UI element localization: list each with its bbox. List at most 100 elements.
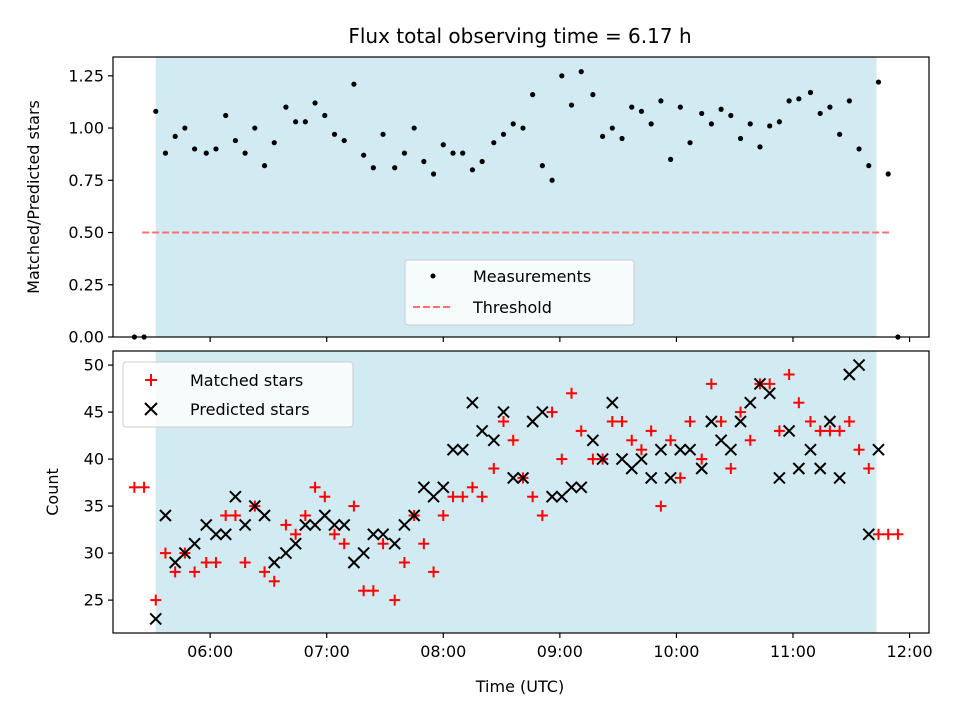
predicted-star-stroke [497,405,510,419]
predicted-star-point [833,471,846,485]
matched-star-point [536,510,548,521]
matched-star-point [626,434,638,446]
matched-star-point [645,425,657,437]
predicted-star-point [536,405,549,419]
measurement-point [450,150,456,156]
predicted-star-point [545,490,559,503]
measurement-point [153,108,159,114]
predicted-star-stroke [168,556,182,569]
measurement-point [162,150,169,156]
matched-star-point [804,416,816,427]
measurement-point [430,171,437,177]
measurement-point [875,79,882,85]
measurement-point [767,123,773,129]
measurement-point [559,73,565,79]
predicted-star-stroke [526,415,539,428]
x-tick-label: 06:00 [187,642,233,661]
predicted-star-point [734,415,747,428]
predicted-star-stroke [862,528,875,541]
predicted-star-stroke [159,509,172,522]
predicted-star-stroke [279,546,293,560]
measurement-point [322,112,328,119]
matched-star-point [150,594,162,606]
predicted-star-point [823,415,837,428]
predicted-star-point [586,434,600,447]
measurement-point [658,98,664,104]
predicted-star-stroke [466,396,479,409]
matched-star-point [527,491,539,503]
y-tick-label: 0.50 [68,223,104,242]
matched-star-point [674,472,686,484]
matched-star-point [328,528,340,540]
measurement-point [223,112,229,119]
x-tick-label: 10:00 [653,642,699,661]
predicted-star-stroke [625,462,638,475]
predicted-star-stroke [804,443,817,456]
predicted-star-stroke [644,471,658,485]
matched-star-point [665,434,677,446]
predicted-star-point [516,471,530,485]
predicted-star-point [555,490,569,503]
measurement-point [242,150,248,156]
measurement-point [500,131,507,137]
measurement-point [776,119,783,125]
predicted-star-stroke [596,452,609,466]
predicted-star-point [606,396,619,409]
measurement-point [638,108,645,114]
measurement-point [578,69,584,75]
predicted-star-point [683,443,697,456]
predicted-star-point [417,481,431,494]
bottom-plot-frame [112,350,930,634]
predicted-star-stroke [536,405,549,419]
matched-star-point [398,557,410,568]
predicted-star-stroke [782,424,796,438]
predicted-star-point [872,443,885,456]
y-tick-label: 1.25 [68,66,104,85]
matched-star-point [892,528,904,540]
predicted-star-stroke [654,443,668,456]
predicted-star-stroke [763,387,776,400]
predicted-star-stroke [773,471,786,485]
measurement-point [718,106,724,112]
matched-star-point [587,453,599,465]
top-panel: 0.00 0.25 0.50 0.75 1.00 1.25 Matched/Predict… [24,56,930,347]
matched-star-point [488,463,500,474]
predicted-star-point [308,518,322,532]
matched-star-point [319,491,331,503]
matched-star-point [447,491,459,503]
predicted-star-stroke [635,452,648,466]
predicted-star-point [168,556,182,569]
predicted-star-point [407,509,421,522]
predicted-star-point [507,471,520,485]
predicted-star-stroke [843,368,856,381]
predicted-star-stroke [586,434,600,447]
predicted-star-point [229,490,242,503]
predicted-star-point [466,396,479,409]
matched-star-point [466,481,478,493]
matched-star-point [824,425,836,437]
matched-star-point [616,416,628,427]
measurement-point [370,165,376,171]
matched-star-point [200,557,212,568]
predicted-star-point [654,443,668,456]
y-tick-label: 45 [84,403,104,422]
x-tick-label: 12:00 [887,642,933,661]
matched-star-point [210,557,222,568]
measurement-point [331,131,338,137]
predicted-star-stroke [606,396,619,409]
matched-star-point [259,566,271,578]
predicted-star-point [347,556,361,569]
predicted-star-point [209,528,223,541]
matched-star-point [169,566,181,578]
measurement-point [619,135,625,142]
predicted-star-stroke [475,424,489,438]
measurement-point [609,125,615,131]
legend-matched-label: Matched stars [190,371,303,390]
predicted-star-stroke [744,396,757,409]
top-ticks: 0.00 0.25 0.50 0.75 1.00 1.25 [68,66,911,347]
matched-star-point [575,425,587,437]
predicted-star-stroke [188,537,201,550]
predicted-star-stroke [446,443,460,456]
y-tick-label: 35 [84,497,104,516]
predicted-star-point [625,462,638,475]
